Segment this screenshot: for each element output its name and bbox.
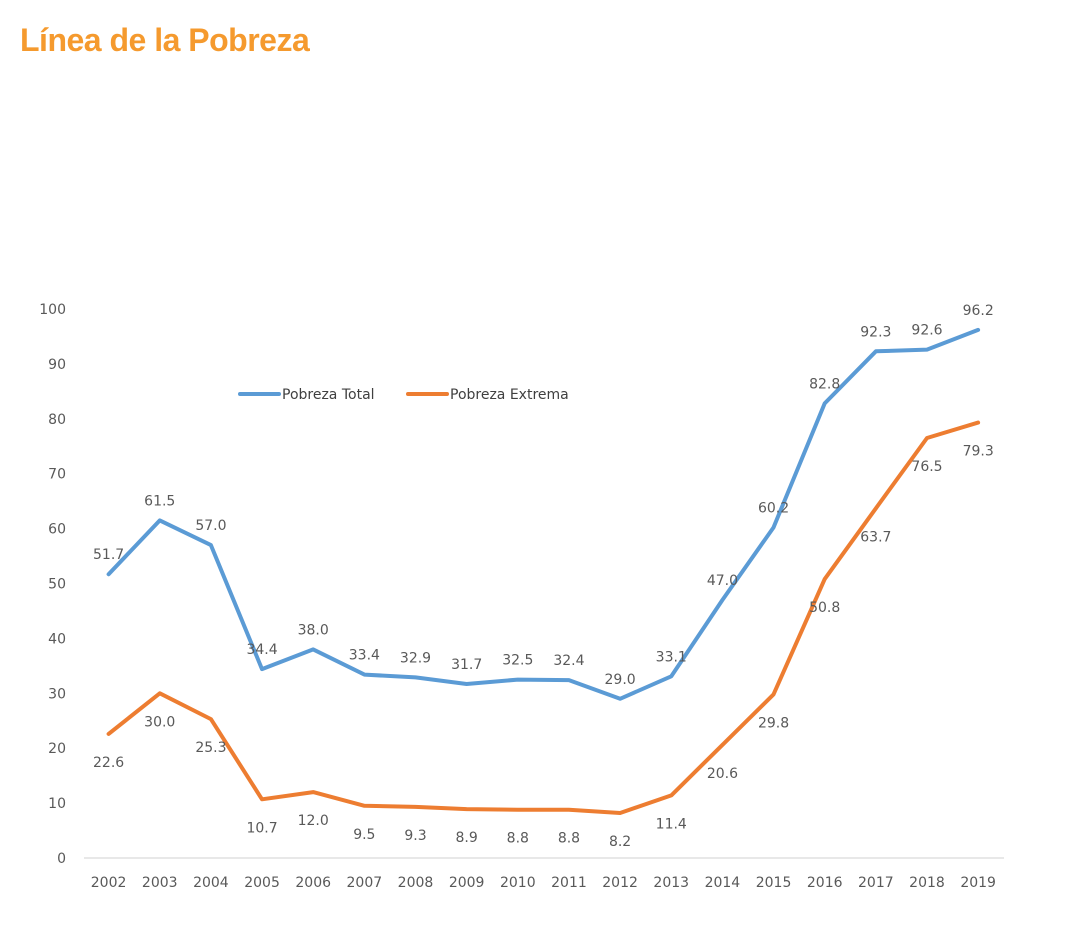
- y-tick-label: 30: [48, 686, 66, 702]
- legend-item: Pobreza Extrema: [406, 387, 569, 403]
- y-tick-label: 40: [48, 631, 66, 647]
- data-label: 50.8: [809, 600, 840, 616]
- y-tick-label: 70: [48, 467, 66, 483]
- data-label: 30.0: [144, 714, 175, 730]
- data-label: 8.8: [507, 831, 529, 847]
- y-axis: 0 10 20 30 40 50 60 70 80 90 100: [39, 302, 66, 867]
- data-label: 8.2: [609, 834, 631, 850]
- y-tick-label: 60: [48, 522, 66, 538]
- x-tick-label: 2015: [756, 875, 792, 891]
- y-tick-label: 100: [39, 302, 66, 318]
- x-axis: 2002 2003 2004 2005 2006 2007 2008 2009 2010 2011…: [84, 857, 1004, 891]
- data-label: 11.4: [656, 816, 687, 832]
- x-tick-label: 2011: [551, 875, 587, 891]
- x-tick-label: 2016: [807, 875, 843, 891]
- x-tick-label: 2008: [398, 875, 434, 891]
- data-labels: 51.7 61.5 57.0 34.4 38.0 33.4 32.9 31.7 32.5 32.4…: [93, 303, 994, 850]
- data-label: 20.6: [707, 766, 738, 782]
- y-tick-label: 10: [48, 796, 66, 812]
- data-label: 57.0: [195, 518, 226, 534]
- y-tick-label: 20: [48, 741, 66, 757]
- x-tick-label: 2005: [244, 875, 280, 891]
- data-label: 76.5: [911, 459, 942, 475]
- data-label: 25.3: [195, 740, 226, 756]
- data-label: 92.3: [860, 324, 891, 340]
- data-label: 79.3: [963, 444, 994, 460]
- data-label: 10.7: [246, 820, 277, 836]
- data-label: 38.0: [298, 622, 329, 638]
- x-tick-label: 2012: [602, 875, 638, 891]
- data-label: 92.6: [911, 323, 942, 339]
- data-label: 32.4: [553, 653, 584, 669]
- data-label: 33.1: [656, 649, 687, 665]
- series-line-pobreza-extrema: [106, 420, 981, 815]
- data-label: 51.7: [93, 547, 124, 563]
- data-label: 29.0: [605, 672, 636, 688]
- series-line-pobreza-total: [106, 327, 981, 701]
- x-tick-label: 2018: [909, 875, 945, 891]
- data-label: 8.9: [456, 830, 478, 846]
- data-label: 12.0: [298, 813, 329, 829]
- data-label: 82.8: [809, 376, 840, 392]
- data-label: 60.2: [758, 501, 789, 517]
- data-label: 33.4: [349, 648, 380, 664]
- legend-label: Pobreza Extrema: [450, 387, 569, 403]
- y-tick-label: 0: [57, 851, 66, 867]
- data-label: 63.7: [860, 529, 891, 545]
- data-label: 32.9: [400, 650, 431, 666]
- data-label: 9.3: [404, 828, 426, 844]
- x-tick-label: 2010: [500, 875, 536, 891]
- data-label: 47.0: [707, 573, 738, 589]
- data-label: 32.5: [502, 653, 533, 669]
- y-tick-label: 50: [48, 577, 66, 593]
- x-tick-label: 2014: [705, 875, 741, 891]
- x-tick-label: 2013: [653, 875, 689, 891]
- x-tick-label: 2009: [449, 875, 485, 891]
- data-label: 29.8: [758, 715, 789, 731]
- data-label: 9.5: [353, 827, 375, 843]
- legend-label: Pobreza Total: [282, 387, 375, 403]
- data-label: 8.8: [558, 831, 580, 847]
- data-label: 34.4: [246, 642, 277, 658]
- x-tick-label: 2017: [858, 875, 894, 891]
- y-tick-label: 90: [48, 357, 66, 373]
- x-tick-label: 2002: [91, 875, 127, 891]
- data-label: 96.2: [963, 303, 994, 319]
- legend: Pobreza Total Pobreza Extrema: [238, 387, 569, 403]
- data-label: 61.5: [144, 493, 175, 509]
- series-lines: [106, 327, 981, 815]
- data-label: 31.7: [451, 657, 482, 673]
- legend-item: Pobreza Total: [238, 387, 375, 403]
- x-tick-label: 2007: [347, 875, 383, 891]
- y-tick-label: 80: [48, 412, 66, 428]
- x-tick-label: 2006: [295, 875, 331, 891]
- x-tick-label: 2019: [960, 875, 996, 891]
- x-tick-label: 2003: [142, 875, 178, 891]
- page-title: Línea de la Pobreza: [20, 22, 310, 58]
- data-label: 22.6: [93, 755, 124, 771]
- x-tick-label: 2004: [193, 875, 229, 891]
